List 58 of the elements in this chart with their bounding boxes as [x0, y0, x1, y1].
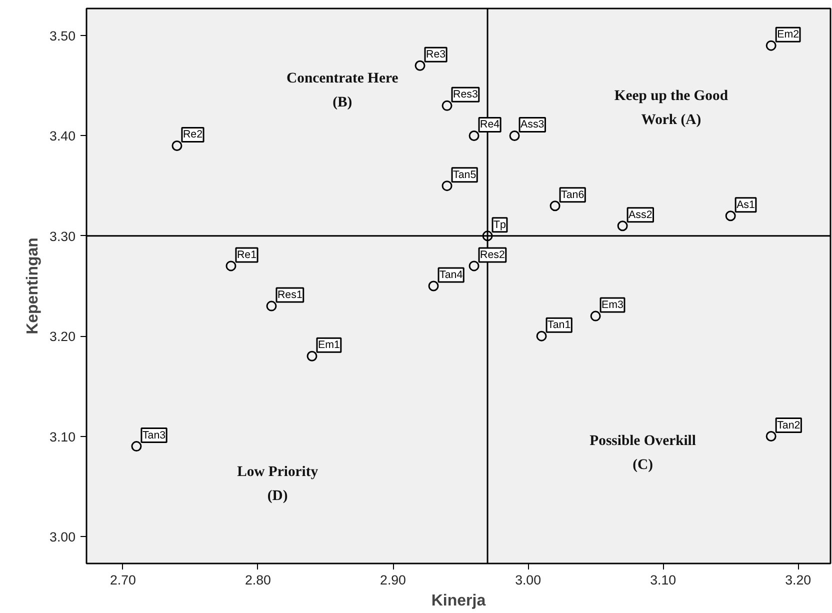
point	[442, 180, 452, 192]
y-tick-label: 3.50	[50, 28, 76, 44]
point	[266, 300, 277, 312]
x-axis-title: Kinerja	[431, 592, 486, 610]
point	[482, 230, 493, 242]
x-tick-label: 2.90	[380, 572, 406, 588]
point	[590, 310, 601, 322]
x-tick-label: 2.70	[110, 572, 136, 588]
point	[468, 260, 480, 272]
point	[172, 140, 182, 151]
y-axis-title: Kepentingan	[24, 238, 42, 334]
annotation: Tp	[494, 218, 506, 231]
annotation: Tan5	[453, 168, 476, 181]
annotation: Low Priority (D)	[237, 464, 319, 504]
annotation: Re3	[426, 48, 446, 61]
point	[442, 100, 452, 111]
point	[766, 431, 776, 442]
annotation: Re2	[182, 128, 203, 141]
y-tick-label: 3.40	[50, 128, 76, 144]
point	[468, 130, 480, 141]
annotation: Res3	[453, 88, 478, 101]
annotation: Concentrate Here (B)	[286, 70, 399, 111]
annotation: Em3	[602, 299, 624, 312]
x-tick-label: 3.10	[650, 572, 676, 588]
y-tick-label: 3.10	[50, 429, 76, 444]
point	[414, 60, 426, 71]
annotation: Tan3	[142, 429, 166, 442]
annotation: Em1	[318, 339, 340, 352]
point	[226, 260, 236, 272]
annotation: Tan6	[561, 188, 584, 201]
point	[536, 330, 547, 342]
annotation: Res2	[480, 248, 505, 261]
point	[617, 220, 628, 232]
point	[725, 210, 736, 222]
y-tick-label: 3.30	[50, 228, 76, 244]
annotation: Res1	[277, 289, 302, 302]
annotation: Possible Overkill (C)	[590, 432, 696, 473]
annotation: Keep up the Good Work (A)	[614, 88, 728, 128]
annotation: Tan4	[440, 269, 463, 281]
y-tick-label: 3.20	[50, 329, 76, 344]
y-tick-label: 3.00	[50, 529, 76, 544]
point	[306, 350, 318, 362]
point	[509, 130, 520, 141]
annotation: Re4	[480, 118, 500, 131]
annotation: As1	[736, 198, 756, 211]
annotation: Re1	[236, 248, 257, 261]
annotation: Tan1	[548, 319, 571, 332]
annotation: Tan2	[777, 419, 800, 432]
x-tick-label: 3.20	[785, 572, 812, 588]
annotation: Ass2	[628, 208, 652, 221]
point	[428, 280, 439, 292]
annotation: Ass3	[520, 118, 544, 131]
x-tick-label: 2.80	[245, 572, 271, 588]
point	[131, 441, 142, 452]
x-tick-label: 3.00	[515, 572, 542, 588]
annotation: Em2	[777, 28, 800, 41]
point	[550, 200, 560, 212]
point	[766, 40, 776, 51]
